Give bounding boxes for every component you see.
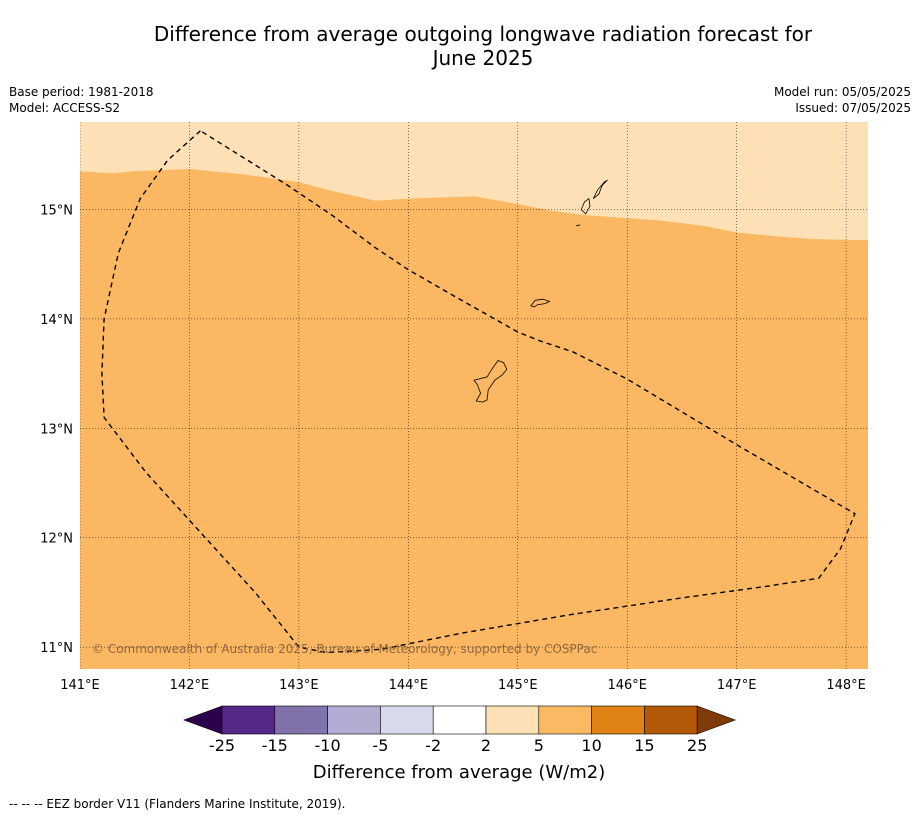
lon-tick-label: 143°E: [279, 678, 319, 693]
colorbar-segment: [485, 705, 540, 735]
lon-tick-labels: 141°E 142°E 143°E 144°E 145°E 146°E 147°E 148°E: [60, 678, 866, 693]
meta-left: Base period: 1981-2018 Model: ACCESS-S2: [9, 84, 154, 116]
colorbar-tick-label: 10: [581, 736, 601, 755]
gridlines: [80, 122, 868, 669]
colorbar-tick-label: -15: [262, 736, 288, 755]
island-tinian: [580, 197, 591, 215]
colorbar-tick-label: 5: [534, 736, 544, 755]
colorbar-segment: [380, 705, 434, 735]
colorbar-extend-low: [183, 705, 223, 735]
colorbar-title: Difference from average (W/m2): [313, 762, 605, 783]
colorbar-tick-label: -10: [315, 736, 341, 755]
lon-tick-label: 141°E: [60, 678, 100, 693]
island-rota: [530, 298, 551, 308]
lat-tick-label: 12°N: [40, 532, 73, 547]
eez-border: [101, 130, 856, 654]
colorbar-segment: [591, 705, 645, 735]
colorbar-segment: [274, 705, 328, 735]
colorbar-segment: [644, 705, 698, 735]
colorbar-segment: [538, 705, 592, 735]
island-saipan: [592, 179, 608, 199]
lon-tick-label: 147°E: [717, 678, 757, 693]
island-aguijan: [575, 224, 581, 227]
copyright-notice: © Commonwealth of Australia 2025, Bureau…: [92, 642, 597, 656]
colorbar-tick-label: 15: [634, 736, 654, 755]
colorbar-tick-label: 2: [481, 736, 491, 755]
colorbar-tick-label: -2: [425, 736, 441, 755]
footer-note: -- -- -- EEZ border V11 (Flanders Marine…: [9, 797, 346, 811]
title-line-1: Difference from average outgoing longwav…: [153, 22, 813, 46]
lon-tick-label: 146°E: [607, 678, 647, 693]
colorbar-segment: [221, 705, 276, 735]
lat-tick-label: 15°N: [40, 204, 73, 219]
lon-tick-label: 142°E: [170, 678, 210, 693]
colorbar-tick-label: -25: [209, 736, 235, 755]
colorbar-extend-high: [696, 705, 737, 735]
model-name: Model: ACCESS-S2: [9, 101, 121, 115]
title-line-2: June 2025: [432, 46, 534, 70]
colorbar-labels: -25 -15 -10 -5 -2 2 5 10 15 25: [209, 736, 707, 755]
lon-tick-label: 148°E: [826, 678, 866, 693]
islands: [473, 179, 608, 403]
chart-title: Difference from average outgoing longwav…: [60, 22, 906, 70]
island-guam: [473, 360, 508, 403]
model-run: Model run: 05/05/2025: [773, 85, 911, 99]
colorbar-tick-label: 25: [687, 736, 707, 755]
lat-tick-labels: 15°N 14°N 13°N 12°N 11°N: [40, 204, 73, 657]
map-band-2-5: [80, 122, 868, 241]
colorbar: [183, 705, 737, 735]
colorbar-segment: [432, 705, 487, 735]
issued-date: Issued: 07/05/2025: [795, 101, 911, 115]
colorbar-segment: [327, 705, 381, 735]
lat-tick-label: 13°N: [40, 422, 73, 437]
meta-right: Model run: 05/05/2025 Issued: 07/05/2025: [774, 84, 911, 116]
lat-tick-label: 11°N: [40, 641, 73, 656]
lon-tick-label: 145°E: [498, 678, 538, 693]
colorbar-tick-label: -5: [372, 736, 388, 755]
lat-tick-label: 14°N: [40, 313, 73, 328]
lon-tick-label: 144°E: [389, 678, 429, 693]
base-period: Base period: 1981-2018: [9, 85, 154, 99]
